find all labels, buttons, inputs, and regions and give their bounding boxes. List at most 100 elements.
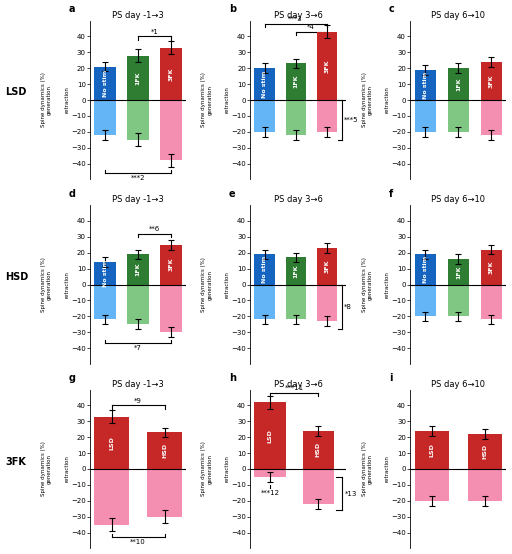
- Text: 1FK: 1FK: [293, 264, 298, 278]
- Text: LSD: LSD: [268, 429, 272, 443]
- Y-axis label: Spine dynamics (%)
generation


retraction: Spine dynamics (%) generation retraction: [361, 73, 390, 127]
- Bar: [316, 248, 337, 285]
- Text: *1: *1: [151, 29, 159, 35]
- Bar: [481, 285, 502, 320]
- Title: PS day -1→3: PS day -1→3: [112, 11, 164, 20]
- Text: a: a: [69, 4, 75, 14]
- Bar: [481, 100, 502, 135]
- Bar: [127, 100, 149, 140]
- Y-axis label: Spine dynamics (%)
generation


retraction: Spine dynamics (%) generation retraction: [41, 442, 70, 496]
- Bar: [447, 285, 469, 316]
- Bar: [160, 245, 182, 285]
- Text: 3FK: 3FK: [168, 67, 174, 80]
- Text: No stim: No stim: [102, 260, 108, 287]
- Bar: [415, 469, 449, 501]
- Text: No stim: No stim: [102, 70, 108, 97]
- Bar: [147, 469, 182, 517]
- Text: **6: **6: [149, 226, 160, 232]
- Text: ***2: ***2: [131, 175, 145, 181]
- Bar: [127, 55, 149, 100]
- Bar: [160, 100, 182, 161]
- Text: 3FK: 3FK: [489, 74, 494, 88]
- Bar: [467, 434, 502, 469]
- Bar: [415, 431, 449, 469]
- Bar: [286, 64, 306, 100]
- Text: HSD: HSD: [162, 443, 167, 458]
- Bar: [303, 431, 334, 469]
- Bar: [254, 68, 274, 100]
- Bar: [286, 285, 306, 320]
- Text: 1FK: 1FK: [456, 265, 461, 279]
- Bar: [160, 285, 182, 332]
- Text: ***5: ***5: [344, 117, 358, 123]
- Bar: [316, 100, 337, 132]
- Title: PS day 3→6: PS day 3→6: [274, 195, 323, 204]
- Bar: [303, 469, 334, 504]
- Bar: [316, 32, 337, 100]
- Bar: [147, 433, 182, 469]
- Text: 1FK: 1FK: [293, 75, 298, 89]
- Text: c: c: [389, 4, 395, 14]
- Bar: [94, 285, 116, 320]
- Text: *9: *9: [134, 398, 142, 404]
- Text: 3FK: 3FK: [168, 258, 174, 271]
- Bar: [94, 100, 116, 135]
- Title: PS day -1→3: PS day -1→3: [112, 380, 164, 389]
- Bar: [286, 258, 306, 285]
- Y-axis label: Spine dynamics (%)
generation


retraction: Spine dynamics (%) generation retraction: [202, 442, 230, 496]
- Text: No stim: No stim: [262, 256, 267, 283]
- Bar: [94, 262, 116, 285]
- Text: d: d: [69, 189, 76, 199]
- Text: 3FK: 3FK: [324, 259, 329, 273]
- Title: PS day 6→10: PS day 6→10: [431, 380, 485, 389]
- Text: 3FK: 3FK: [5, 456, 26, 466]
- Text: b: b: [229, 4, 236, 14]
- Text: ***12: ***12: [261, 490, 280, 496]
- Y-axis label: Spine dynamics (%)
generation


retraction: Spine dynamics (%) generation retraction: [41, 73, 70, 127]
- Bar: [481, 249, 502, 285]
- Bar: [94, 417, 129, 469]
- Text: LSD: LSD: [5, 88, 27, 98]
- Text: HSD: HSD: [5, 272, 28, 282]
- Text: 1FK: 1FK: [136, 71, 141, 85]
- Y-axis label: Spine dynamics (%)
generation


retraction: Spine dynamics (%) generation retraction: [361, 257, 390, 312]
- Text: *4: *4: [307, 24, 315, 30]
- Bar: [447, 259, 469, 285]
- Text: f: f: [389, 189, 393, 199]
- Text: ***11: ***11: [285, 385, 304, 391]
- Text: 3FK: 3FK: [489, 260, 494, 274]
- Bar: [447, 100, 469, 132]
- Text: HSD: HSD: [316, 442, 321, 458]
- Text: h: h: [229, 373, 236, 383]
- Text: *8: *8: [344, 304, 351, 310]
- Text: LSD: LSD: [430, 443, 434, 457]
- Bar: [94, 66, 116, 100]
- Y-axis label: Spine dynamics (%)
generation


retraction: Spine dynamics (%) generation retraction: [202, 257, 230, 312]
- Text: 3FK: 3FK: [324, 59, 329, 73]
- Text: ***3: ***3: [288, 16, 303, 22]
- Text: 1FK: 1FK: [456, 78, 461, 91]
- Y-axis label: Spine dynamics (%)
generation


retraction: Spine dynamics (%) generation retraction: [361, 442, 390, 496]
- Title: PS day 3→6: PS day 3→6: [274, 11, 323, 20]
- Bar: [127, 285, 149, 324]
- Text: HSD: HSD: [482, 444, 487, 459]
- Bar: [447, 68, 469, 100]
- Text: LSD: LSD: [109, 436, 114, 450]
- Bar: [127, 254, 149, 285]
- Bar: [254, 285, 274, 320]
- Bar: [415, 100, 436, 132]
- Bar: [254, 469, 286, 477]
- Title: PS day 3→6: PS day 3→6: [274, 380, 323, 389]
- Bar: [160, 48, 182, 100]
- Text: **10: **10: [130, 539, 146, 545]
- Text: e: e: [229, 189, 236, 199]
- Text: g: g: [69, 373, 76, 383]
- Text: No stim: No stim: [423, 256, 428, 283]
- Bar: [415, 254, 436, 285]
- Title: PS day 6→10: PS day 6→10: [431, 11, 485, 20]
- Bar: [254, 402, 286, 469]
- Bar: [415, 70, 436, 100]
- Text: No stim: No stim: [262, 70, 267, 98]
- Bar: [481, 62, 502, 100]
- Bar: [254, 100, 274, 132]
